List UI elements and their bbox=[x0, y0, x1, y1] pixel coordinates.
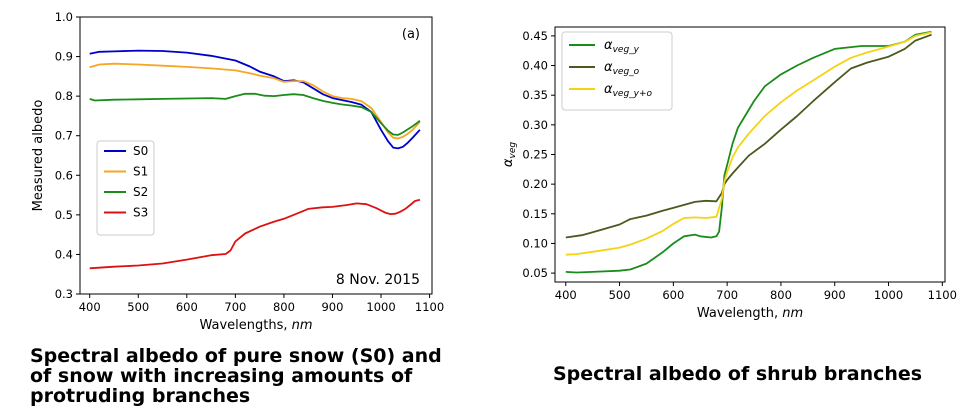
y-axis-label: αveg bbox=[501, 142, 518, 167]
x-tick-label: 1100 bbox=[415, 300, 444, 314]
series-line bbox=[89, 92, 421, 136]
y-tick-label: 0.6 bbox=[55, 168, 73, 182]
plot-frame bbox=[79, 16, 433, 295]
y-axis-label-symbol: α bbox=[501, 158, 516, 167]
caption-line: Spectral albedo of shrub branches bbox=[553, 363, 923, 385]
x-tick-label: 700 bbox=[224, 300, 246, 314]
x-axis-label: Wavelength, nm bbox=[697, 306, 803, 321]
x-tick-label: 800 bbox=[273, 300, 295, 314]
y-tick-label: 1.0 bbox=[55, 10, 73, 24]
y-tick-label: 0.15 bbox=[522, 207, 548, 221]
x-tick-label: 900 bbox=[321, 300, 343, 314]
legend-label-symbol: α bbox=[604, 60, 613, 75]
x-tick-label: 800 bbox=[770, 288, 792, 302]
series-line bbox=[89, 49, 421, 150]
x-axis-label-unit: nm bbox=[782, 306, 803, 321]
x-axis-label-text: Wavelengths, bbox=[199, 318, 291, 333]
legend-label: S0 bbox=[133, 144, 148, 158]
series-line bbox=[565, 33, 932, 239]
x-axis-label-unit: nm bbox=[292, 318, 313, 333]
x-tick-label: 400 bbox=[79, 300, 101, 314]
left-chart-caption: Spectral albedo of pure snow (S0) and of… bbox=[30, 346, 442, 406]
legend-box bbox=[561, 31, 673, 111]
y-tick-label: 0.3 bbox=[55, 287, 73, 301]
caption-line: Spectral albedo of pure snow (S0) and bbox=[30, 345, 442, 367]
legend-label-subscript: veg_o bbox=[613, 67, 640, 77]
x-axis-label-text: Wavelength, bbox=[697, 306, 782, 321]
y-tick-label: 0.30 bbox=[522, 118, 548, 132]
x-axis-label: Wavelengths, nm bbox=[199, 318, 312, 333]
y-tick-label: 0.10 bbox=[522, 236, 548, 250]
x-tick-label: 900 bbox=[824, 288, 846, 302]
legend-label-subscript: veg_y bbox=[613, 45, 640, 55]
y-tick-label: 0.4 bbox=[55, 247, 73, 261]
legend-label: αveg_y bbox=[604, 38, 640, 55]
x-tick-label: 600 bbox=[662, 288, 684, 302]
y-tick-label: 0.40 bbox=[522, 59, 548, 73]
legend-label: S3 bbox=[133, 206, 148, 220]
right-chart: 400 500 600 700 800 900 1000 1100 0.05 0.10 0.15 0.… bbox=[501, 26, 957, 321]
legend-label-subscript: veg_y+o bbox=[613, 89, 653, 99]
x-tick-label: 400 bbox=[555, 288, 577, 302]
caption-line: of snow with increasing amounts of bbox=[30, 365, 413, 387]
y-tick-label: 0.7 bbox=[55, 129, 73, 143]
legend-label: αveg_y+o bbox=[604, 82, 653, 99]
y-tick-label: 0.05 bbox=[522, 266, 548, 280]
y-axis-label: Measured albedo bbox=[31, 100, 46, 212]
date-annotation: 8 Nov. 2015 bbox=[336, 272, 420, 288]
legend-label: S1 bbox=[133, 165, 148, 179]
x-tick-label: 1000 bbox=[366, 300, 395, 314]
y-tick-label: 0.8 bbox=[55, 89, 73, 103]
x-tick-label: 700 bbox=[716, 288, 738, 302]
right-chart-caption: Spectral albedo of shrub branches bbox=[553, 364, 922, 384]
y-tick-label: 0.5 bbox=[55, 208, 73, 222]
left-chart: 400 500 600 700 800 900 1000 1100 0.3 0.4 0.5 0.6 0.… bbox=[31, 10, 444, 333]
x-tick-label: 500 bbox=[127, 300, 149, 314]
legend-label: αveg_o bbox=[604, 60, 640, 77]
y-tick-label: 0.25 bbox=[522, 148, 548, 162]
legend-label-symbol: α bbox=[604, 38, 613, 53]
x-tick-label: 1000 bbox=[874, 288, 903, 302]
panel-label: (a) bbox=[402, 27, 420, 42]
x-tick-label: 1100 bbox=[928, 288, 957, 302]
legend-label-symbol: α bbox=[604, 82, 613, 97]
x-tick-label: 500 bbox=[609, 288, 631, 302]
series-line bbox=[565, 31, 932, 256]
x-tick-label: 600 bbox=[176, 300, 198, 314]
caption-line: protruding branches bbox=[30, 385, 251, 407]
y-tick-label: 0.9 bbox=[55, 50, 73, 64]
y-tick-label: 0.35 bbox=[522, 88, 548, 102]
y-axis-label-subscript: veg bbox=[508, 142, 518, 159]
series-line bbox=[565, 30, 932, 274]
series-line bbox=[89, 198, 421, 270]
series-line bbox=[89, 62, 421, 140]
legend-label: S2 bbox=[133, 185, 148, 199]
y-tick-label: 0.20 bbox=[522, 177, 548, 191]
y-tick-label: 0.45 bbox=[522, 29, 548, 43]
